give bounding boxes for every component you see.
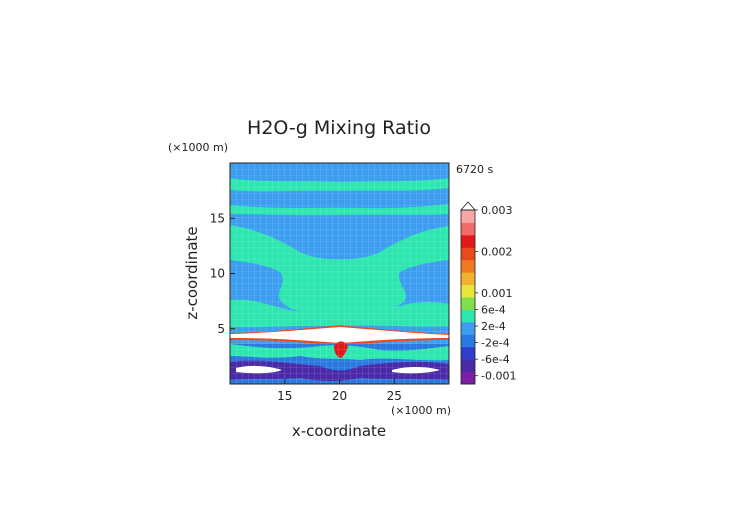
colorbar-swatch [461,321,475,335]
chart-title: H2O-g Mixing Ratio [247,117,431,139]
time-label: 6720 s [456,163,493,176]
colorbar-label: -6e-4 [481,353,510,366]
y-unit-label: (×1000 m) [168,141,228,154]
y-tick-label: 10 [210,267,225,281]
x-tick-label: 15 [277,389,292,403]
colorbar: 0.003 0.002 0.001 6e-4 2e-4 -2e-4 -6e-4 -0.001 [460,201,516,385]
colorbar-label: -2e-4 [481,337,510,350]
colorbar-label: 2e-4 [481,320,506,333]
x-unit-label: (×1000 m) [391,404,451,417]
colorbar-swatch [461,259,475,273]
colorbar-swatch [461,371,475,385]
y-tick-label: 5 [217,322,225,336]
y-tick-label: 15 [210,211,225,225]
field-grid [230,163,449,384]
x-tick-label: 20 [332,389,347,403]
colorbar-swatch [461,210,475,223]
colorbar-swatch [461,297,475,310]
colorbar-label: 6e-4 [481,303,506,316]
colorbar-frame [460,209,476,385]
x-tick-label: 25 [387,389,402,403]
y-axis-label: z-coordinate [183,226,201,319]
colorbar-swatch [461,234,475,248]
colorbar-swatch [461,359,475,373]
axis-ticks: 15 20 25 5 10 15 [210,211,402,403]
x-axis-label: x-coordinate [292,422,386,440]
plot-area [230,163,449,384]
colorbar-swatch [461,334,475,348]
colorbar-swatch [461,222,475,236]
colorbar-swatch [461,272,475,286]
colorbar-swatch [461,247,475,261]
colorbar-extend-arrow [460,201,476,211]
colorbar-label: 0.002 [481,245,513,258]
colorbar-swatch [461,309,475,323]
colorbar-label: 0.003 [481,204,513,217]
colorbar-label: 0.001 [481,287,513,300]
colorbar-swatch [461,346,475,360]
colorbar-swatch [461,284,475,298]
colorbar-label: -0.001 [481,370,516,383]
